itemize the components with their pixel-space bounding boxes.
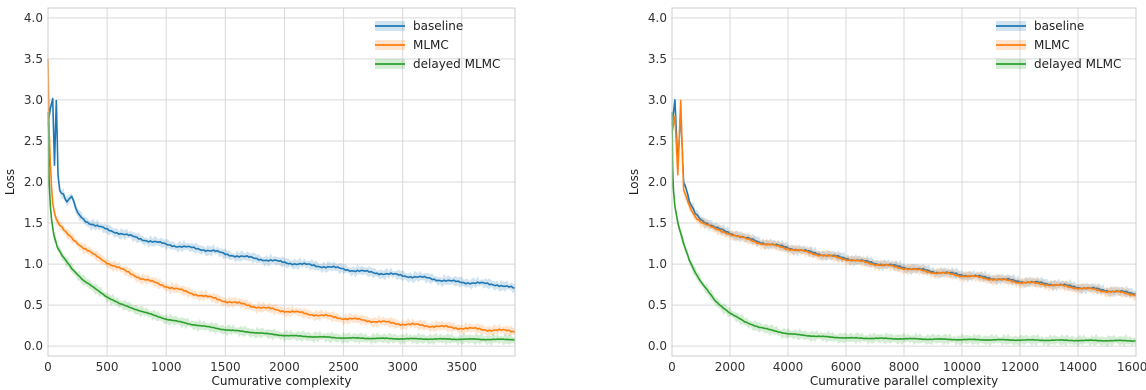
x-tick-labels: 0 500 1000 1500 2000 2500 3000 3500 xyxy=(44,360,477,374)
chart-panel-1: 0 500 1000 1500 2000 2500 3000 3500 0.0 0.5 1.0 1.5… xyxy=(3,7,516,388)
y-tick-label: 4.0 xyxy=(648,11,667,25)
x-axis-label: Cumurative parallel complexity xyxy=(810,374,998,388)
x-tick-label: 3500 xyxy=(447,360,478,374)
plot-frame xyxy=(47,7,516,357)
legend-item: delayed MLMC xyxy=(375,57,500,71)
legend: baseline MLMC delayed MLMC xyxy=(375,19,500,71)
legend: baseline MLMC delayed MLMC xyxy=(996,19,1121,71)
series-mlmc xyxy=(47,53,516,337)
x-tick-label: 2500 xyxy=(328,360,359,374)
y-tick-labels: 0.0 0.5 1.0 1.5 2.0 2.5 3.0 3.5 4.0 xyxy=(648,11,667,353)
x-tick-label: 10000 xyxy=(943,360,981,374)
series-delayed-mlmc xyxy=(671,107,1136,348)
x-tick-label: 14000 xyxy=(1059,360,1097,374)
y-tick-label: 2.5 xyxy=(648,134,667,148)
y-tick-label: 2.5 xyxy=(24,134,43,148)
series-line xyxy=(47,58,516,334)
legend-item: delayed MLMC xyxy=(996,57,1121,71)
y-tick-label: 1.0 xyxy=(24,257,43,271)
y-tick-label: 4.0 xyxy=(24,11,43,25)
y-tick-label: 2.0 xyxy=(24,175,43,189)
confidence-band xyxy=(672,94,1136,302)
legend-label: MLMC xyxy=(413,38,449,52)
legend-label: delayed MLMC xyxy=(413,57,500,71)
series-line xyxy=(671,112,1136,342)
legend-label: MLMC xyxy=(1034,38,1070,52)
x-tick-label: 2000 xyxy=(269,360,300,374)
y-tick-label: 0.5 xyxy=(648,298,667,312)
x-tick-label: 2000 xyxy=(715,360,746,374)
y-tick-label: 0.5 xyxy=(24,298,43,312)
gridlines xyxy=(47,8,515,356)
y-tick-label: 3.0 xyxy=(24,93,43,107)
series-mlmc xyxy=(671,94,1137,302)
x-tick-label: 12000 xyxy=(1001,360,1039,374)
series-baseline xyxy=(47,94,516,294)
y-tick-label: 1.5 xyxy=(24,216,43,230)
x-tick-label: 6000 xyxy=(831,360,862,374)
legend-item: baseline xyxy=(375,19,463,33)
y-tick-label: 0.0 xyxy=(648,339,667,353)
legend-item: baseline xyxy=(996,19,1084,33)
x-axis-label: Cumurative complexity xyxy=(212,374,352,388)
series-line xyxy=(671,99,1137,297)
y-tick-label: 2.0 xyxy=(648,175,667,189)
legend-label: baseline xyxy=(413,19,463,33)
series-line xyxy=(47,112,516,341)
y-tick-label: 0.0 xyxy=(24,339,43,353)
series-line xyxy=(47,97,516,289)
x-tick-label: 4000 xyxy=(773,360,804,374)
y-axis-label: Loss xyxy=(627,169,641,195)
y-tick-labels: 0.0 0.5 1.0 1.5 2.0 2.5 3.0 3.5 4.0 xyxy=(24,11,43,353)
legend-label: baseline xyxy=(1034,19,1084,33)
x-tick-label: 1000 xyxy=(151,360,182,374)
x-tick-label: 0 xyxy=(668,360,676,374)
x-tick-label: 1500 xyxy=(210,360,241,374)
y-tick-label: 3.5 xyxy=(24,52,43,66)
y-axis-label: Loss xyxy=(3,169,17,195)
x-tick-label: 8000 xyxy=(889,360,920,374)
y-tick-label: 3.0 xyxy=(648,93,667,107)
x-tick-label: 500 xyxy=(96,360,119,374)
y-tick-label: 1.5 xyxy=(648,216,667,230)
legend-item: MLMC xyxy=(375,38,449,52)
series-delayed-mlmc xyxy=(47,107,516,346)
x-tick-label: 0 xyxy=(44,360,52,374)
legend-label: delayed MLMC xyxy=(1034,57,1121,71)
x-tick-label: 3000 xyxy=(387,360,418,374)
plot-frame xyxy=(671,7,1137,357)
y-tick-label: 3.5 xyxy=(648,52,667,66)
y-tick-label: 1.0 xyxy=(648,257,667,271)
legend-item: MLMC xyxy=(996,38,1070,52)
